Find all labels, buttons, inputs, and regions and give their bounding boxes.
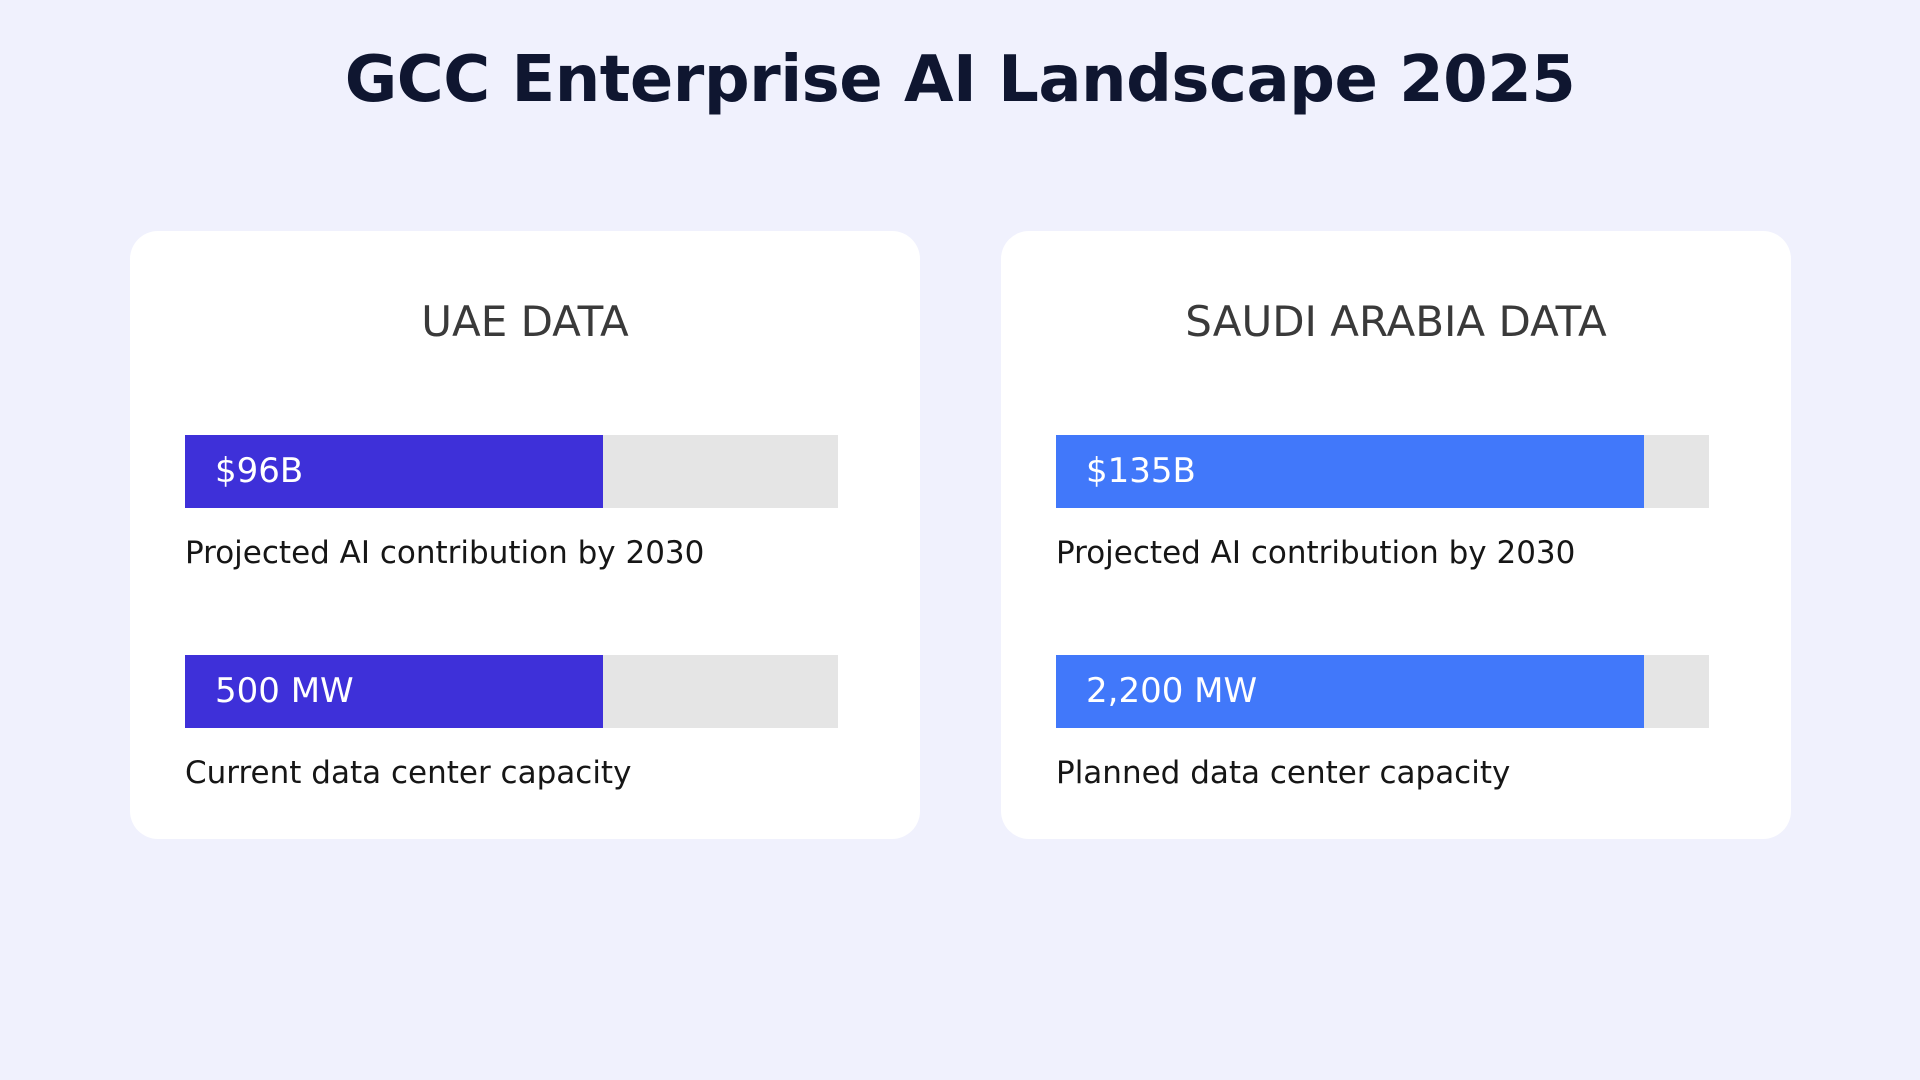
page-title: GCC Enterprise AI Landscape 2025: [344, 43, 1576, 117]
bar-value-label: $135B: [1086, 451, 1196, 491]
uae-data-card: UAE DATA $96B Projected AI contribution …: [130, 231, 920, 839]
metric-ai-contribution: $135B Projected AI contribution by 2030: [1056, 435, 1709, 573]
bar-value-label: $96B: [215, 451, 304, 491]
bar-fill: [185, 435, 603, 508]
metric-data-center-capacity: 500 MW Current data center capacity: [185, 655, 838, 793]
bar-track: $96B: [185, 435, 838, 508]
bar-fill: [1056, 435, 1644, 508]
bar-fill: [1056, 655, 1644, 728]
bar-value-label: 500 MW: [215, 671, 354, 711]
bar-track: 500 MW: [185, 655, 838, 728]
metric-description: Projected AI contribution by 2030: [1056, 535, 1576, 571]
card-title: UAE DATA: [421, 297, 629, 346]
metric-description: Projected AI contribution by 2030: [185, 535, 705, 571]
metric-description: Planned data center capacity: [1056, 755, 1511, 791]
bar-fill: [185, 655, 603, 728]
card-title: SAUDI ARABIA DATA: [1185, 297, 1607, 346]
metric-description: Current data center capacity: [185, 755, 632, 791]
saudi-arabia-data-card: SAUDI ARABIA DATA $135B Projected AI con…: [1001, 231, 1791, 839]
bar-track: $135B: [1056, 435, 1709, 508]
bar-track: 2,200 MW: [1056, 655, 1709, 728]
metric-ai-contribution: $96B Projected AI contribution by 2030: [185, 435, 838, 573]
bar-value-label: 2,200 MW: [1086, 671, 1258, 711]
metric-data-center-capacity: 2,200 MW Planned data center capacity: [1056, 655, 1709, 793]
